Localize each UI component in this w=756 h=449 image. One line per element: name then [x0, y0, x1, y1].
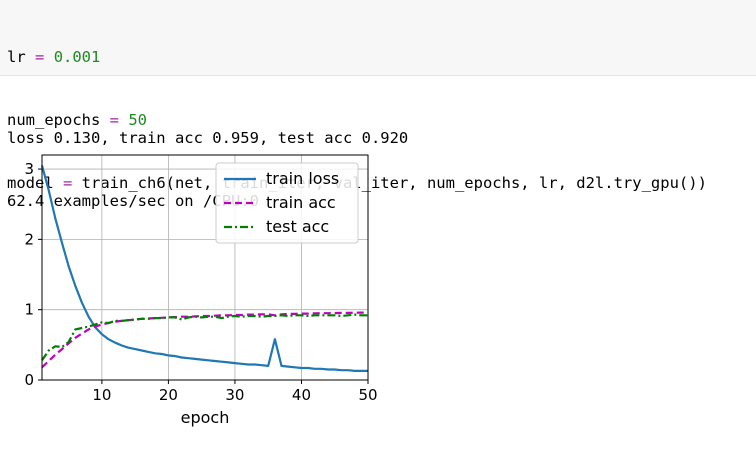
chart-ticks: 10 20 30 40 50 0 1 2 3: [24, 160, 377, 404]
code-token: =: [63, 174, 73, 192]
legend-box: [215, 162, 359, 244]
series-line-test-acc: [41, 313, 368, 361]
cell-output: loss 0.130, train acc 0.959, test acc 0.…: [7, 86, 408, 233]
chart-legend: train loss train acc test acc: [215, 162, 359, 244]
code-token: 0.001: [53, 48, 101, 66]
code-token: num_epochs: [7, 111, 110, 129]
chart-series: [40, 165, 368, 372]
x-tick-label: 30: [225, 386, 244, 404]
output-line-metrics: loss 0.130, train acc 0.959, test acc 0.…: [7, 129, 409, 147]
code-token: =: [35, 48, 45, 66]
x-axis-label: epoch: [181, 408, 230, 427]
x-tick-label: 40: [292, 386, 311, 404]
series-line-train-loss: [40, 165, 368, 372]
y-tick-label: 0: [24, 371, 34, 389]
y-tick-label: 2: [24, 230, 34, 248]
code-line: num_epochs = 50: [7, 110, 756, 131]
code-line: lr = 0.001: [7, 47, 756, 68]
x-tick-label: 10: [92, 386, 111, 404]
plot-frame: [41, 154, 369, 381]
code-token: =: [109, 111, 119, 129]
x-tick-label: 20: [159, 386, 178, 404]
training-chart: 10 20 30 40 50 0 1 2 3 epoch train loss train acc…: [24, 154, 378, 427]
y-tick-label: 1: [24, 301, 34, 319]
legend-label-train-loss: train loss: [266, 169, 339, 188]
legend-label-test-acc: test acc: [266, 217, 329, 236]
code-cell[interactable]: lr = 0.001 num_epochs = 50 model = train…: [0, 0, 756, 192]
code-token: [44, 48, 53, 66]
y-tick-label: 3: [24, 160, 34, 178]
x-tick-label: 50: [358, 386, 377, 404]
code-token: 50: [128, 111, 148, 129]
code-token: lr: [7, 48, 35, 66]
legend-label-train-acc: train acc: [266, 193, 336, 212]
